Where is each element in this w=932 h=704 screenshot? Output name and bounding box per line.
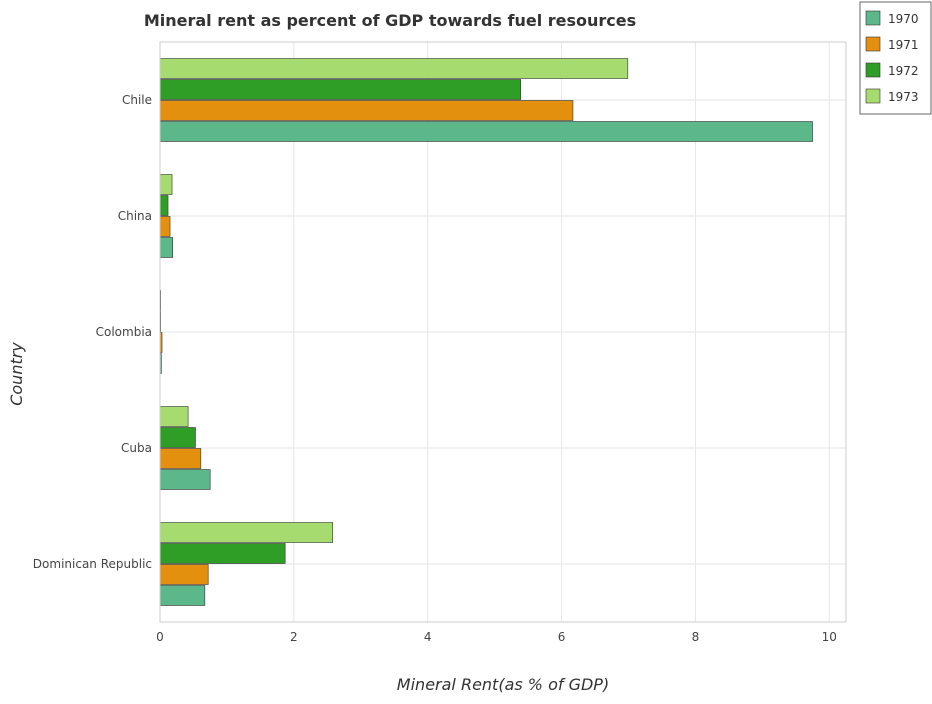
legend-swatch-1972 <box>865 62 881 78</box>
bar-1970-cuba <box>159 469 211 490</box>
y-axis-label: Country <box>7 342 26 406</box>
legend-swatch-1970 <box>865 10 881 26</box>
chart-title: Mineral rent as percent of GDP towards f… <box>144 11 636 30</box>
x-tick-label: 0 <box>156 630 164 644</box>
bar-1973-china <box>159 174 173 195</box>
legend-swatch-1971 <box>865 36 881 52</box>
y-tick-label: Dominican Republic <box>33 557 152 571</box>
y-tick-label: Cuba <box>121 441 152 455</box>
bar-1970-dominican-republic <box>159 585 206 606</box>
bar-1972-cuba <box>159 427 196 448</box>
legend-swatch-1973 <box>865 88 881 104</box>
bar-1971-dominican-republic <box>159 564 209 585</box>
bar-1971-cuba <box>159 448 202 469</box>
y-tick-label: China <box>118 209 152 223</box>
plot-frame-border <box>159 41 847 623</box>
bar-1972-china <box>159 195 169 216</box>
legend-label-1970: 1970 <box>888 12 919 26</box>
legend-label-1971: 1971 <box>888 38 919 52</box>
bar-1970-china <box>159 237 174 258</box>
bar-1973-dominican-republic <box>159 522 333 543</box>
bar-1971-china <box>159 216 171 237</box>
y-tick-label: Chile <box>122 93 152 107</box>
legend: 1970 1971 1972 1973 <box>859 1 932 115</box>
x-tick-label: 4 <box>424 630 432 644</box>
legend-label-1973: 1973 <box>888 90 919 104</box>
x-tick-label: 6 <box>558 630 566 644</box>
plot-area: 0 2 4 6 8 10 Chile China Colombia Cuba Dominican R… <box>33 41 847 644</box>
bar-1972-chile <box>159 79 522 100</box>
bar-1973-cuba <box>159 406 189 427</box>
bar-1973-chile <box>159 58 629 79</box>
x-tick-label: 2 <box>290 630 298 644</box>
x-tick-label: 8 <box>692 630 700 644</box>
x-tick-label: 10 <box>822 630 837 644</box>
x-axis-label: Mineral Rent(as % of GDP) <box>397 675 609 694</box>
bar-1972-dominican-republic <box>159 543 286 564</box>
legend-label-1972: 1972 <box>888 64 919 78</box>
bar-1971-chile <box>159 100 574 121</box>
bar-1970-chile <box>159 121 813 142</box>
y-tick-label: Colombia <box>96 325 152 339</box>
